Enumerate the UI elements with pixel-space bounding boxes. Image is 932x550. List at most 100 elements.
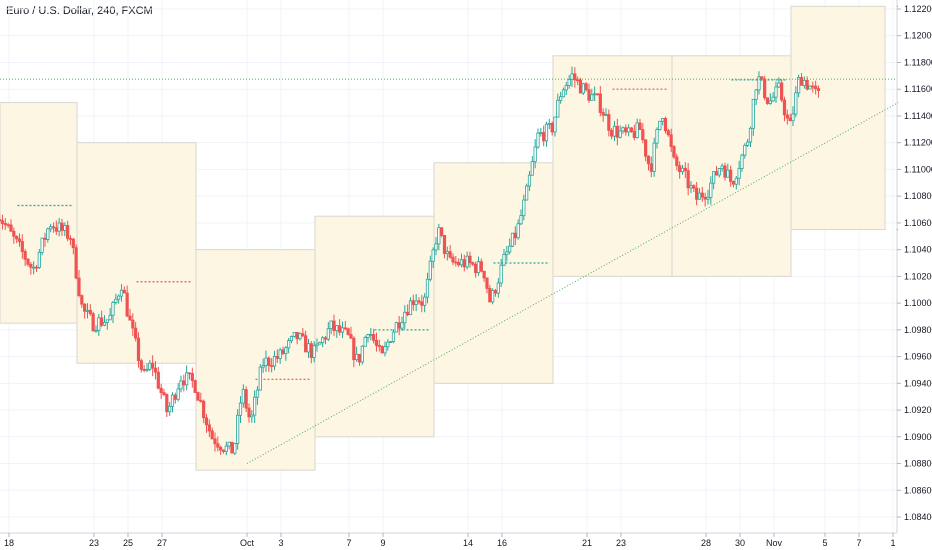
candle-body xyxy=(442,235,447,254)
candle-body xyxy=(247,407,251,418)
candle-body xyxy=(502,254,506,266)
candle-body xyxy=(233,443,237,454)
candle-body xyxy=(397,322,401,329)
candle-body xyxy=(550,122,554,133)
candle-body xyxy=(740,154,744,169)
candle-body xyxy=(547,122,551,125)
candle-body xyxy=(695,187,699,200)
candle-body xyxy=(638,122,642,131)
candle-body xyxy=(329,320,333,330)
candle-body xyxy=(632,131,636,138)
candle-body xyxy=(539,132,543,134)
candle-body xyxy=(459,259,464,266)
candle-body xyxy=(797,77,801,94)
candle-body xyxy=(272,356,277,367)
candle-body xyxy=(808,85,812,90)
candle-body xyxy=(349,334,353,339)
candle-body xyxy=(332,320,336,331)
candle-body xyxy=(54,227,58,232)
candle-body xyxy=(799,77,804,86)
price-tick-label: 1.09600 xyxy=(904,352,932,362)
candle-body xyxy=(343,327,347,330)
candle-body xyxy=(615,125,619,138)
candle-body xyxy=(434,243,438,251)
candle-body xyxy=(355,353,359,361)
candle-body xyxy=(763,78,767,99)
candle-body xyxy=(468,255,472,264)
candle-body xyxy=(114,298,118,303)
candle-body xyxy=(309,343,313,358)
candle-body xyxy=(304,335,308,353)
candle-body xyxy=(519,215,523,225)
candle-body xyxy=(618,130,622,138)
candle-body xyxy=(9,224,13,232)
candle-body xyxy=(394,322,398,333)
candle-body xyxy=(374,339,379,346)
candle-body xyxy=(675,156,679,167)
candle-body xyxy=(216,443,220,448)
candle-body xyxy=(508,245,512,253)
price-tick-label: 1.11800 xyxy=(904,57,932,67)
candle-body xyxy=(471,262,475,265)
candle-body xyxy=(185,372,189,386)
candle-body xyxy=(765,97,770,104)
candle-body xyxy=(462,259,466,268)
candle-body xyxy=(669,134,673,147)
candle-body xyxy=(652,142,656,172)
candle-body xyxy=(346,328,350,335)
candle-body xyxy=(697,192,702,200)
candle-body xyxy=(533,146,537,162)
candle-body xyxy=(805,79,809,90)
price-tick-label: 1.10200 xyxy=(904,271,932,281)
price-tick-label: 1.12200 xyxy=(904,4,932,14)
candle-body xyxy=(627,127,631,133)
candle-body xyxy=(751,98,755,129)
candle-body xyxy=(644,139,648,157)
candle-body xyxy=(360,345,364,363)
time-tick-label: 28 xyxy=(701,538,711,548)
candle-body xyxy=(210,430,214,440)
candle-body xyxy=(714,171,719,176)
price-tick-label: 1.08400 xyxy=(904,512,932,522)
candle-body xyxy=(717,168,721,176)
candle-body xyxy=(635,122,639,138)
candle-body xyxy=(621,127,625,132)
candle-body xyxy=(403,311,407,324)
time-tick-label: 18 xyxy=(4,538,14,548)
candle-body xyxy=(425,278,430,298)
price-tick-label: 1.10400 xyxy=(904,245,932,255)
candle-body xyxy=(40,237,44,253)
candle-body xyxy=(238,402,243,416)
candle-body xyxy=(536,132,540,148)
candle-body xyxy=(3,223,7,226)
price-tick-label: 1.09400 xyxy=(904,378,932,388)
candle-body xyxy=(108,314,112,321)
candle-body xyxy=(156,371,160,389)
candle-body xyxy=(389,341,393,343)
candle-body xyxy=(145,368,149,371)
candle-body xyxy=(43,237,47,240)
candle-body xyxy=(734,177,738,185)
candle-body xyxy=(712,171,716,184)
candle-body xyxy=(485,277,489,289)
candle-body xyxy=(151,362,155,369)
candle-body xyxy=(102,321,107,326)
candle-body xyxy=(666,130,670,136)
candle-body xyxy=(179,380,183,390)
candle-body xyxy=(377,345,381,347)
candle-body xyxy=(663,117,668,132)
candle-body xyxy=(193,380,197,393)
candle-body xyxy=(326,328,330,340)
candle-body xyxy=(241,389,245,404)
candle-body xyxy=(94,329,98,332)
weekly-range-box xyxy=(433,162,554,384)
candle-body xyxy=(255,389,260,398)
candle-body xyxy=(0,219,2,222)
time-tick-label: 3 xyxy=(278,538,283,548)
price-tick-label: 1.11400 xyxy=(904,111,932,121)
candle-body xyxy=(428,260,432,280)
candle-body xyxy=(267,357,271,366)
candle-body xyxy=(148,362,152,370)
candle-body xyxy=(51,226,56,229)
